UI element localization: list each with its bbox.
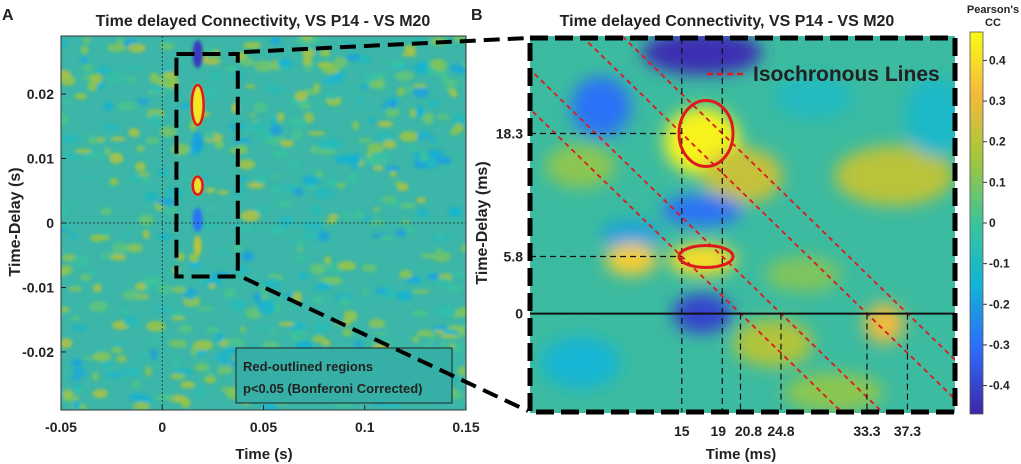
panel-a-xtick-label: 0.15 (452, 419, 479, 435)
panel-a-title: Time delayed Connectivity, VS P14 - VS M… (96, 13, 431, 30)
panel-a-zoom-box (174, 52, 240, 279)
isochronous-line (530, 107, 844, 413)
panel-a-ytick-label: -0.02 (22, 344, 54, 360)
panel-b-significant-regions (677, 98, 735, 269)
panel-a-x-ticks: -0.05 0 0.05 0.1 0.15 (45, 405, 480, 435)
panel-b-isochronous-lines (530, 36, 955, 413)
panel-a-xtick-label: 0 (158, 419, 166, 435)
isochronous-line (580, 36, 955, 401)
panel-a-xtick-label: 0.05 (250, 419, 277, 435)
panel-a-label: A (2, 7, 14, 24)
panel-b-guide-lines (530, 38, 955, 412)
colorbar-tick-label: 0.1 (989, 175, 1006, 189)
panel-a-y-ticks: 0.02 0.01 0 -0.01 -0.02 (22, 86, 66, 360)
colorbar-title-2: CC (985, 17, 1001, 29)
panel-b-x-ticks: 15 19 20.8 24.8 33.3 37.3 (674, 423, 921, 439)
colorbar-title-1: Pearson's (967, 4, 1019, 16)
panel-b-xtick-label: 33.3 (853, 423, 880, 439)
colorbar-tick-label: 0 (989, 216, 996, 230)
colorbar-ticks: 0.4 0.3 0.2 0.1 0 -0.1 -0.2 -0.3 -0.4 (983, 53, 1010, 393)
panel-b-ylabel: Time-Delay (ms) (474, 161, 491, 284)
panel-b-xtick-label: 19 (710, 423, 726, 439)
panel-a-ylabel: Time-Delay (s) (7, 167, 24, 276)
colorbar-tick-label: -0.1 (989, 257, 1010, 271)
colorbar (969, 31, 984, 415)
panel-a-ytick-label: -0.01 (22, 279, 54, 295)
panel-a-significant-region (191, 175, 204, 196)
colorbar-tick-label: -0.4 (989, 379, 1010, 393)
colorbar-tick-label: -0.2 (989, 297, 1010, 311)
panel-b-xtick-label: 15 (674, 423, 690, 439)
panel-a-xlabel: Time (s) (235, 446, 292, 463)
zoom-connector-bottom (243, 276, 529, 413)
panel-a-ytick-label: 0.02 (27, 86, 54, 102)
panel-b-xtick-label: 37.3 (894, 423, 921, 439)
panel-b-heatmap (530, 36, 955, 413)
isochronous-line (530, 68, 885, 413)
panel-a-xtick-label: -0.05 (45, 419, 77, 435)
panel-a-annotation-box: Red-outlined regions p<0.05 (Bonferoni C… (235, 347, 453, 404)
colorbar-tick-label: -0.3 (989, 338, 1010, 352)
panel-b-significant-region (677, 98, 735, 168)
colorbar-tick-label: 0.2 (989, 135, 1006, 149)
panel-b-frame (527, 35, 958, 415)
panel-b-xlabel: Time (ms) (706, 446, 777, 463)
panel-a-zero-lines (61, 36, 466, 410)
panel-b-title: Time delayed Connectivity, VS P14 - VS M… (560, 13, 895, 30)
isochronous-line (620, 36, 955, 362)
panel-b-significant-region (677, 243, 735, 269)
annotation-line-2: p<0.05 (Bonferoni Corrected) (243, 381, 423, 396)
panel-b-xtick-label: 20.8 (735, 423, 762, 439)
panel-a-significant-region (190, 83, 205, 127)
colorbar-tick-label: 0.4 (989, 53, 1006, 67)
panel-b-xtick-label: 24.8 (767, 423, 794, 439)
panel-b-ytick-label: 5.8 (504, 248, 524, 264)
panel-a-significant-regions (190, 83, 205, 196)
panel-a-ytick-label: 0 (46, 215, 54, 231)
panel-b-ytick-label: 0 (515, 306, 523, 322)
panel-b-legend: Isochronous Lines (707, 63, 940, 86)
legend-isochronous-lines: Isochronous Lines (753, 63, 940, 86)
colorbar-tick-label: 0.3 (989, 94, 1006, 108)
panel-a-xtick-label: 0.1 (355, 419, 375, 435)
panel-b-y-ticks: 18.3 5.8 0 (496, 125, 523, 321)
zoom-box-rect (174, 52, 240, 279)
panel-a-ytick-label: 0.01 (27, 151, 54, 167)
panel-b-label: B (471, 7, 483, 24)
annotation-line-1: Red-outlined regions (243, 359, 373, 374)
panel-b-ytick-label: 18.3 (496, 125, 523, 141)
